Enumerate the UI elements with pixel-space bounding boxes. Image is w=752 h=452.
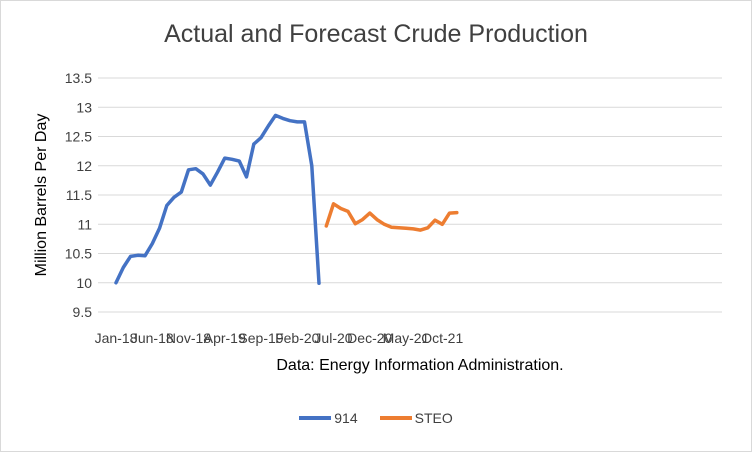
x-tick-label: Dec-20	[347, 330, 392, 346]
legend-swatch-914	[299, 416, 332, 420]
legend-item-steo: STEO	[379, 410, 453, 426]
chart-title: Actual and Forecast Crude Production	[164, 20, 588, 48]
x-tick-label: Sep-19	[238, 330, 283, 346]
series-line-914	[114, 113, 321, 286]
legend-item-914: 914	[299, 410, 358, 426]
y-tick-label: 13	[76, 99, 92, 115]
y-tick-label: 13.5	[65, 70, 92, 86]
y-tick-label: 12	[76, 158, 92, 174]
x-tick-label: May-21	[383, 330, 430, 346]
source-note: Data: Energy Information Administration.	[276, 357, 564, 374]
legend-swatch-steo	[379, 416, 412, 420]
x-tick-label: Feb-20	[275, 330, 320, 346]
y-tick-label: 10	[76, 275, 92, 291]
x-tick-label: Nov-18	[166, 330, 211, 346]
y-tick-label: 11.5	[66, 187, 92, 203]
x-tick-label: Jun-18	[131, 330, 174, 346]
series-line-steo	[324, 202, 459, 232]
y-tick-label: 11	[77, 216, 92, 232]
y-tick-label: 9.5	[73, 304, 93, 320]
x-tick-label: Oct-21	[421, 330, 463, 346]
y-tick-label: 12.5	[65, 129, 92, 145]
legend-label-914: 914	[334, 410, 358, 426]
legend-label-steo: STEO	[414, 410, 453, 426]
y-tick-label: 10.5	[65, 246, 92, 262]
x-tick-label: Jul-20	[314, 330, 352, 346]
x-tick-label: Apr-19	[204, 330, 246, 346]
x-tick-label: Jan-18	[95, 330, 138, 346]
legend: 914 STEO	[0, 410, 752, 426]
